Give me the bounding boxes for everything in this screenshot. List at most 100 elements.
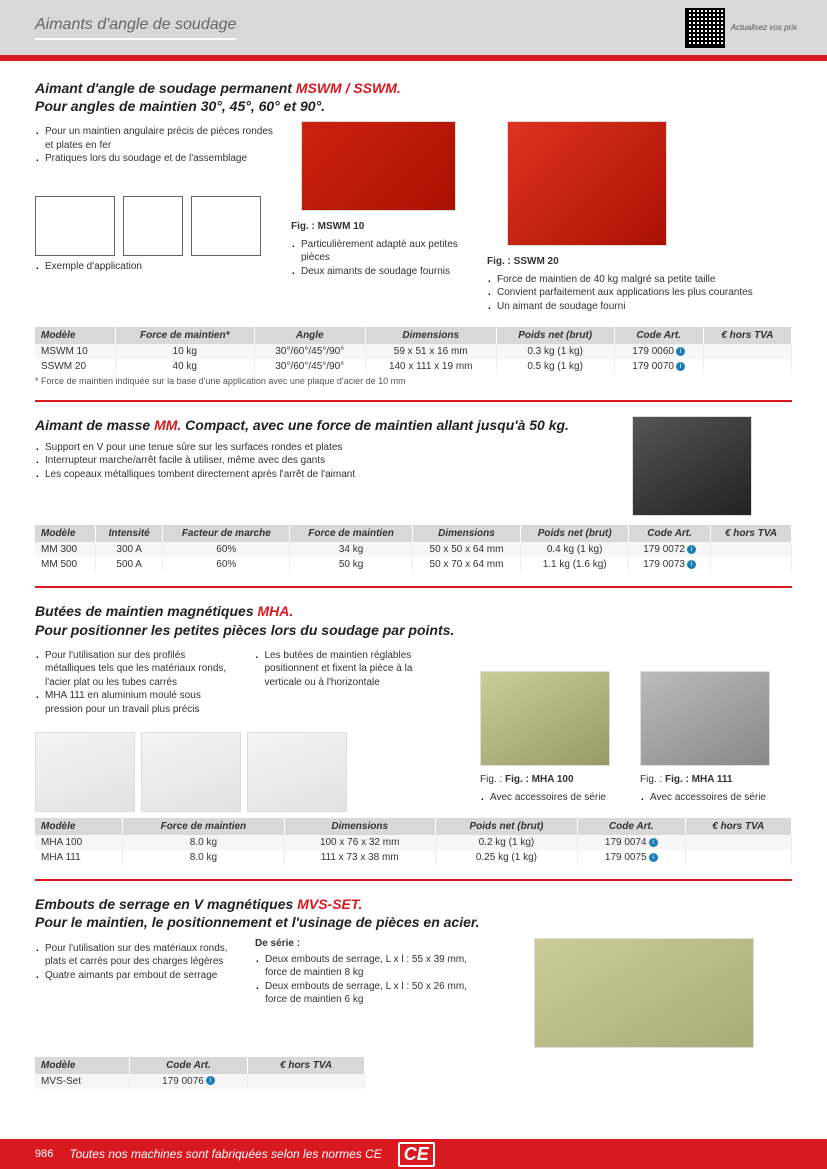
td: 40 kg (115, 359, 254, 374)
td (703, 359, 791, 374)
section4-title: Embouts de serrage en V magnétiques MVS-… (35, 895, 792, 931)
td: 1.1 kg (1.6 kg) (521, 557, 629, 572)
td: 8.0 kg (123, 850, 284, 865)
title-black: Aimant d'angle de soudage permanent (35, 80, 296, 96)
th: € hors TVA (685, 818, 791, 835)
table-row: MVS-Set 179 0076i (35, 1074, 365, 1089)
td: 179 0060i (614, 344, 703, 359)
info-icon[interactable]: i (649, 853, 658, 862)
td: 30°/60°/45°/90° (254, 359, 365, 374)
th: Code Art. (629, 525, 711, 542)
title-red: MM. (154, 417, 185, 433)
info-icon[interactable]: i (676, 362, 685, 371)
td (711, 557, 792, 572)
table-header-row: Modèle Code Art. € hors TVA (35, 1057, 365, 1074)
bullet: Les copeaux métalliques tombent directem… (35, 468, 576, 482)
bullet: Force de maintien de 40 kg malgré sa pet… (487, 273, 792, 287)
bullet: Support en V pour une tenue sûre sur les… (35, 441, 576, 455)
section-mha: Butées de maintien magnétiques MHA. Pour… (35, 602, 792, 865)
code: 179 0074 (605, 837, 647, 848)
info-icon[interactable]: i (649, 838, 658, 847)
code: 179 0060 (632, 346, 674, 357)
section-divider (35, 586, 792, 588)
section1-title: Aimant d'angle de soudage permanent MSWM… (35, 79, 792, 115)
example-sketch-2 (123, 196, 183, 256)
subtitle: Compact, avec une force de maintien alla… (185, 417, 569, 433)
info-icon[interactable]: i (206, 1076, 215, 1085)
footer-text: Toutes nos machines sont fabriquées selo… (69, 1147, 381, 1161)
fig-label: Fig. : MSWM 10 (291, 221, 364, 232)
td: 179 0072i (629, 542, 711, 557)
th: Dimensions (284, 818, 435, 835)
th: € hors TVA (703, 327, 791, 344)
title-black: Aimant de masse (35, 417, 154, 433)
td: MM 300 (35, 542, 96, 557)
td: MHA 100 (35, 835, 123, 850)
table-row: MM 500500 A60%50 kg50 x 70 x 64 mm1.1 kg… (35, 557, 792, 572)
th: Dimensions (365, 327, 496, 344)
table-row: SSWM 20 40 kg 30°/60°/45°/90° 140 x 111 … (35, 359, 792, 374)
mswm10-image (301, 121, 456, 211)
th: Code Art. (578, 818, 686, 835)
th: Force de maintien (290, 525, 413, 542)
td: 300 A (96, 542, 163, 557)
info-icon[interactable]: i (687, 560, 696, 569)
info-icon[interactable]: i (687, 545, 696, 554)
bullet: Particulièrement adapté aux petites pièc… (291, 238, 471, 265)
code: 179 0075 (605, 852, 647, 863)
td: 0.2 kg (1 kg) (435, 835, 577, 850)
td: 179 0070i (614, 359, 703, 374)
td: 179 0073i (629, 557, 711, 572)
td (703, 344, 791, 359)
th: € hors TVA (248, 1057, 365, 1074)
fig-prefix: Fig. : (640, 774, 665, 785)
title-black: Embouts de serrage en V magnétiques (35, 896, 297, 912)
td: 0.5 kg (1 kg) (496, 359, 614, 374)
bullet: Deux embouts de serrage, L x l : 55 x 39… (255, 953, 475, 980)
mha-app-img-1 (35, 732, 135, 812)
example-sketch-1 (35, 196, 115, 256)
td (711, 542, 792, 557)
table-row: MHA 1008.0 kg100 x 76 x 32 mm0.2 kg (1 k… (35, 835, 792, 850)
table-header-row: Modèle Force de maintien Dimensions Poid… (35, 818, 792, 835)
table-row: MM 300300 A60%34 kg50 x 50 x 64 mm0.4 kg… (35, 542, 792, 557)
title-red: MSWM / SSWM. (296, 80, 401, 96)
code: 179 0072 (643, 544, 685, 555)
td: 50 x 50 x 64 mm (412, 542, 520, 557)
subtitle: Pour angles de maintien 30°, 45°, 60° et… (35, 98, 325, 114)
section3-title: Butées de maintien magnétiques MHA. Pour… (35, 602, 792, 638)
info-icon[interactable]: i (676, 347, 685, 356)
th: Code Art. (614, 327, 703, 344)
th: Poids net (brut) (435, 818, 577, 835)
fig-label: Fig. : MHA 100 (505, 774, 574, 785)
section-divider (35, 879, 792, 881)
code: 179 0073 (643, 559, 685, 570)
th: Code Art. (129, 1057, 247, 1074)
bullet: Deux embouts de serrage, L x l : 50 x 26… (255, 980, 475, 1007)
td (685, 850, 791, 865)
th: Poids net (brut) (496, 327, 614, 344)
code: 179 0076 (162, 1076, 204, 1087)
mha-app-img-3 (247, 732, 347, 812)
mha-app-img-2 (141, 732, 241, 812)
fig-prefix: Fig. : (480, 774, 505, 785)
subtitle: Pour positionner les petites pièces lors… (35, 622, 454, 638)
fig-label: Fig. : SSWM 20 (487, 256, 559, 267)
th: Force de maintien (123, 818, 284, 835)
th: Poids net (brut) (521, 525, 629, 542)
td: 50 x 70 x 64 mm (412, 557, 520, 572)
td: 0.4 kg (1 kg) (521, 542, 629, 557)
top-bar: Aimants d'angle de soudage Actualisez vo… (0, 0, 827, 55)
section-mm: Aimant de masse MM. Compact, avec une fo… (35, 416, 792, 572)
td: 60% (163, 557, 290, 572)
th: Force de maintien* (115, 327, 254, 344)
qr-block: Actualisez vos prix (685, 8, 797, 48)
section-mswm-sswm: Aimant d'angle de soudage permanent MSWM… (35, 79, 792, 386)
th: Modèle (35, 1057, 129, 1074)
td: 179 0075i (578, 850, 686, 865)
td: 50 kg (290, 557, 413, 572)
section2-title: Aimant de masse MM. Compact, avec une fo… (35, 416, 576, 434)
td (685, 835, 791, 850)
td: 140 x 111 x 19 mm (365, 359, 496, 374)
th: Dimensions (412, 525, 520, 542)
